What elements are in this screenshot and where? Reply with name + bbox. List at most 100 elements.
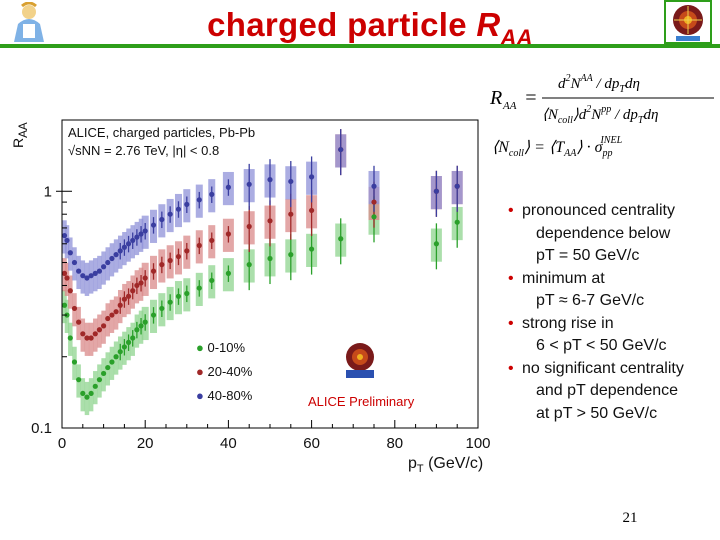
svg-text:R: R bbox=[489, 87, 502, 109]
data-point bbox=[288, 252, 294, 258]
data-point bbox=[96, 327, 103, 333]
raa-chart: 0 20 40 60 80 100 1 0.1 bbox=[0, 110, 500, 485]
data-point bbox=[196, 197, 202, 203]
data-point bbox=[134, 327, 140, 333]
svg-text:=: = bbox=[524, 87, 538, 109]
data-point bbox=[184, 290, 190, 297]
legend-40-80: ● 40-80% bbox=[196, 388, 253, 403]
data-point bbox=[96, 268, 103, 274]
data-point bbox=[121, 344, 127, 350]
title-variable: R bbox=[476, 6, 501, 43]
data-point bbox=[184, 248, 190, 254]
data-point bbox=[175, 293, 182, 299]
data-point bbox=[159, 262, 165, 268]
data-point bbox=[117, 302, 123, 308]
data-point bbox=[105, 259, 111, 266]
data-point bbox=[209, 277, 215, 284]
data-point bbox=[196, 285, 202, 291]
data-point bbox=[134, 234, 140, 240]
data-point bbox=[113, 354, 119, 360]
page-number: 21 bbox=[622, 510, 638, 526]
data-point bbox=[71, 259, 78, 266]
data-point bbox=[150, 222, 157, 228]
data-point bbox=[101, 370, 107, 377]
data-point bbox=[138, 231, 144, 237]
bullet-list: • pronounced centrality dependence below pT… bbox=[508, 200, 718, 425]
title-underline bbox=[0, 44, 720, 48]
data-point bbox=[134, 282, 140, 289]
data-point bbox=[84, 275, 90, 281]
data-point bbox=[225, 270, 231, 276]
data-point bbox=[121, 244, 127, 250]
data-point bbox=[96, 377, 103, 383]
x-tick-label: 100 bbox=[465, 435, 490, 452]
data-point bbox=[371, 214, 377, 220]
data-point bbox=[267, 177, 273, 183]
y-axis-label: RAA bbox=[10, 122, 30, 148]
legend-20-40: ● 20-40% bbox=[196, 364, 253, 379]
data-point bbox=[142, 228, 148, 234]
data-point bbox=[64, 275, 70, 281]
svg-text:⟨Ncoll⟩ = ⟨TAA⟩ · σppINEL: ⟨Ncoll⟩ = ⟨TAA⟩ · σppINEL bbox=[492, 135, 623, 159]
data-point bbox=[76, 377, 82, 383]
data-point bbox=[84, 394, 90, 400]
data-point bbox=[130, 237, 136, 244]
data-point bbox=[150, 312, 157, 318]
x-tick-label: 60 bbox=[303, 435, 320, 452]
data-point bbox=[433, 241, 439, 247]
data-point bbox=[88, 335, 94, 341]
data-point bbox=[309, 174, 315, 180]
data-point bbox=[113, 252, 119, 258]
chart-header-line2: √sNN = 2.76 TeV, |η| < 0.8 bbox=[68, 143, 220, 158]
data-point bbox=[80, 390, 86, 397]
data-point bbox=[184, 201, 190, 208]
data-point bbox=[175, 206, 182, 212]
data-point bbox=[371, 183, 377, 189]
data-point bbox=[138, 323, 144, 329]
bullet-item-4: • no significant centrality and pT depende… bbox=[508, 359, 684, 422]
data-point bbox=[117, 248, 123, 254]
data-point bbox=[67, 335, 73, 341]
y-tick-label: 1 bbox=[44, 183, 52, 200]
data-point bbox=[92, 383, 98, 389]
data-point bbox=[61, 232, 68, 239]
data-point bbox=[80, 273, 86, 279]
title-text: charged particle bbox=[207, 6, 477, 43]
data-point bbox=[159, 216, 165, 223]
bullet-item-1: • pronounced centrality dependence below pT… bbox=[508, 202, 675, 264]
x-tick-label: 0 bbox=[58, 435, 66, 452]
data-point bbox=[225, 231, 231, 237]
data-point bbox=[225, 184, 231, 190]
data-point bbox=[101, 323, 107, 329]
data-point bbox=[267, 255, 273, 262]
data-point bbox=[338, 146, 344, 153]
x-tick-label: 80 bbox=[386, 435, 403, 452]
data-point bbox=[138, 280, 144, 286]
data-point bbox=[71, 359, 78, 365]
svg-text:⟨Ncoll⟩d2Npp / dpTdη: ⟨Ncoll⟩d2Npp / dpTdη bbox=[542, 104, 658, 126]
data-point bbox=[196, 242, 202, 249]
data-point bbox=[288, 178, 294, 185]
data-point bbox=[130, 335, 136, 341]
data-point bbox=[454, 183, 460, 189]
bullet-item-2: • minimum at pT ≈ 6-7 GeV/c bbox=[508, 269, 645, 310]
data-point bbox=[142, 275, 148, 281]
data-point bbox=[84, 335, 90, 341]
alice-detector-logo bbox=[664, 0, 712, 49]
x-tick-label: 20 bbox=[137, 435, 154, 452]
data-point bbox=[92, 270, 98, 276]
raa-formula: R AA = d2NAA / dpTdη ⟨Ncoll⟩d2Npp / dpTd… bbox=[488, 66, 718, 166]
data-point bbox=[246, 181, 252, 187]
data-point bbox=[288, 211, 294, 217]
data-point bbox=[80, 331, 86, 337]
data-point bbox=[71, 305, 78, 312]
data-point bbox=[121, 296, 127, 302]
bullet-item-3: • strong rise in 6 < pT < 50 GeV/c bbox=[508, 314, 667, 355]
data-point bbox=[76, 319, 82, 325]
data-point bbox=[433, 188, 439, 194]
chart-watermark: ALICE Preliminary bbox=[308, 394, 415, 409]
data-point bbox=[338, 236, 344, 242]
data-point bbox=[67, 288, 73, 294]
alice-logo-small bbox=[340, 340, 380, 385]
alice-mascot-logo bbox=[6, 1, 52, 51]
